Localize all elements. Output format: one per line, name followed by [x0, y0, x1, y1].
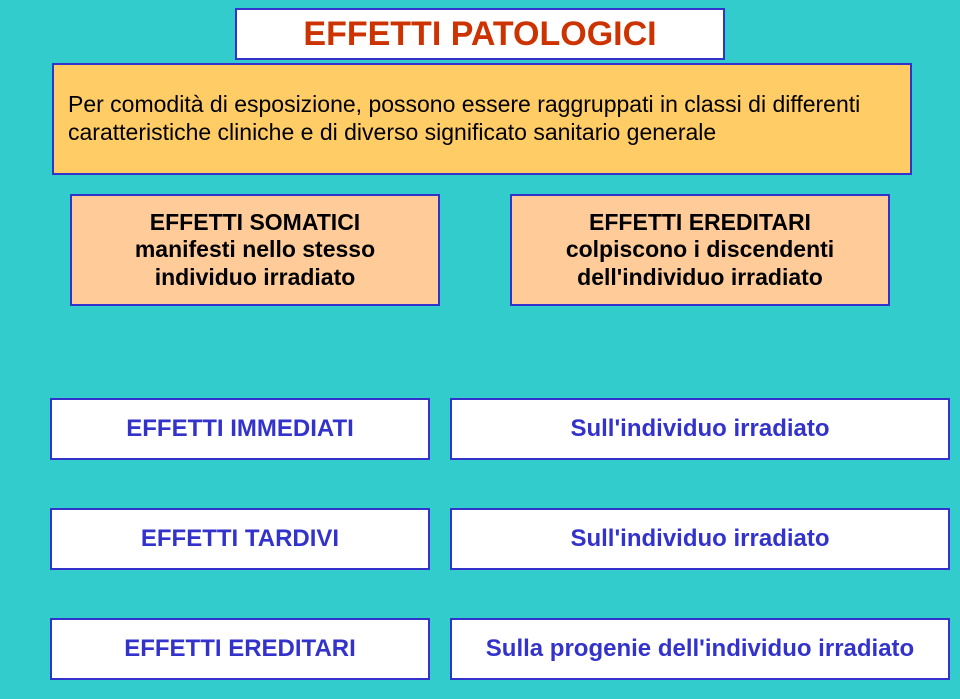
row-immediate-label-box: EFFETTI IMMEDIATI [50, 398, 430, 460]
slide-root: EFFETTI PATOLOGICI Per comodità di espos… [0, 0, 960, 699]
title-box: EFFETTI PATOLOGICI [235, 8, 725, 60]
somatic-line2: manifesti nello stesso [135, 236, 375, 264]
somatic-effects-box: EFFETTI SOMATICI manifesti nello stesso … [70, 194, 440, 306]
title-text: EFFETTI PATOLOGICI [303, 14, 656, 55]
row-immediate-label: EFFETTI IMMEDIATI [126, 415, 354, 444]
row-hereditary-label-box: EFFETTI EREDITARI [50, 618, 430, 680]
hereditary-effects-box: EFFETTI EREDITARI colpiscono i discenden… [510, 194, 890, 306]
hereditary-line3: dell'individuo irradiato [577, 264, 823, 292]
subtitle-text: Per comodità di esposizione, possono ess… [68, 91, 896, 146]
row-hereditary-desc-box: Sulla progenie dell'individuo irradiato [450, 618, 950, 680]
somatic-line3: individuo irradiato [155, 264, 356, 292]
row-hereditary-label: EFFETTI EREDITARI [124, 635, 356, 664]
somatic-line1: EFFETTI SOMATICI [150, 209, 360, 237]
row-tardive-label: EFFETTI TARDIVI [141, 525, 339, 554]
row-hereditary-desc: Sulla progenie dell'individuo irradiato [486, 635, 914, 664]
row-immediate-desc: Sull'individuo irradiato [570, 415, 829, 444]
row-tardive-label-box: EFFETTI TARDIVI [50, 508, 430, 570]
subtitle-box: Per comodità di esposizione, possono ess… [52, 63, 912, 175]
row-tardive-desc-box: Sull'individuo irradiato [450, 508, 950, 570]
hereditary-line2: colpiscono i discendenti [566, 236, 834, 264]
row-immediate-desc-box: Sull'individuo irradiato [450, 398, 950, 460]
row-tardive-desc: Sull'individuo irradiato [570, 525, 829, 554]
hereditary-line1: EFFETTI EREDITARI [589, 209, 811, 237]
